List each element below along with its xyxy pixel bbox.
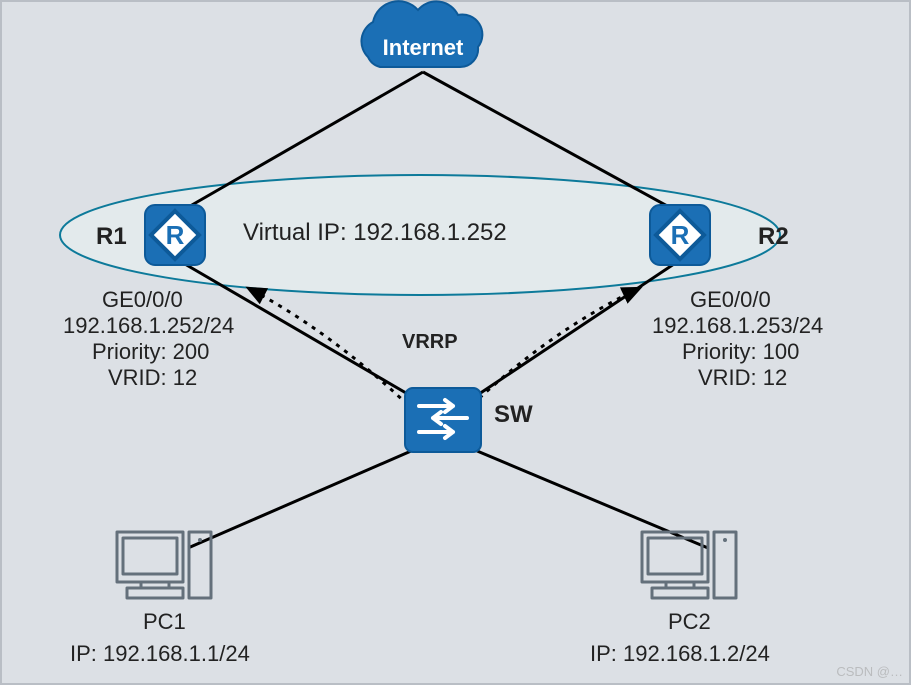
router-r2-icon: R [650, 205, 710, 265]
virtual-ip-label: Virtual IP: 192.168.1.252 [243, 218, 507, 248]
switch-icon [405, 388, 481, 452]
internet-label: Internet [383, 35, 464, 60]
r1-name: R1 [96, 222, 127, 252]
pc1-name: PC1 [143, 608, 186, 636]
sw-label: SW [494, 400, 533, 430]
r2-vrid: VRID: 12 [698, 364, 787, 392]
r1-priority: Priority: 200 [92, 338, 209, 366]
diagram-stage: Internet R R [0, 0, 911, 685]
r1-ip: 192.168.1.252/24 [63, 312, 234, 340]
pc2-icon [642, 532, 736, 598]
internet-cloud-icon: Internet [361, 1, 482, 67]
r2-priority: Priority: 100 [682, 338, 799, 366]
watermark: CSDN @… [836, 664, 903, 679]
pc1-icon [117, 532, 211, 598]
r1-interface: GE0/0/0 [102, 286, 183, 314]
pc1-ip: IP: 192.168.1.1/24 [70, 640, 250, 668]
vrrp-arrow-right [472, 288, 640, 405]
pc2-ip: IP: 192.168.1.2/24 [590, 640, 770, 668]
links [178, 72, 708, 548]
pc2-name: PC2 [668, 608, 711, 636]
router-r1-icon: R [145, 205, 205, 265]
r2-name: R2 [758, 222, 789, 252]
svg-text:R: R [166, 220, 185, 250]
r2-interface: GE0/0/0 [690, 286, 771, 314]
link-sw-pc1 [188, 448, 418, 548]
vrrp-label: VRRP [402, 330, 458, 355]
svg-text:R: R [671, 220, 690, 250]
r2-ip: 192.168.1.253/24 [652, 312, 823, 340]
r1-vrid: VRID: 12 [108, 364, 197, 392]
